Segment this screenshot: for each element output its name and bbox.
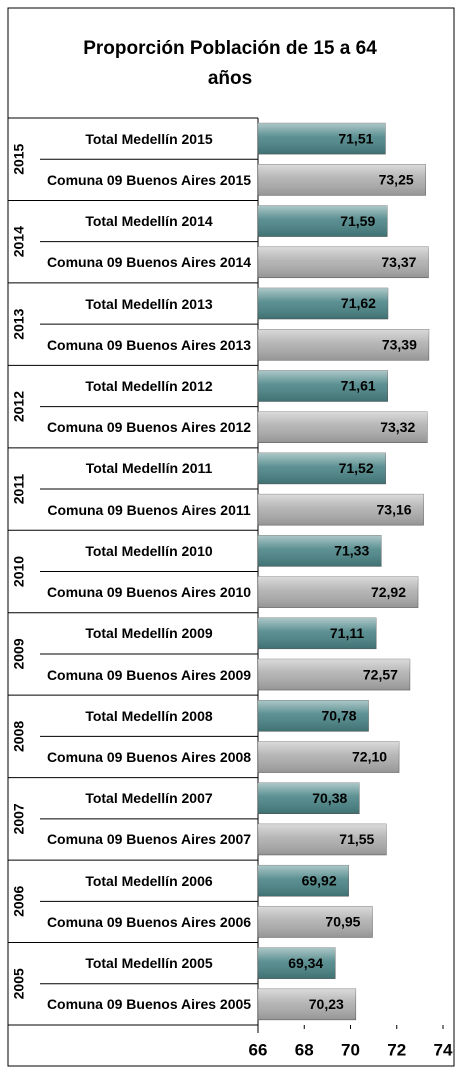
y-tick-label: Comuna 09 Buenos Aires 2006 bbox=[46, 913, 252, 930]
value-label: 71,33 bbox=[334, 543, 369, 559]
x-tick-label: 72 bbox=[387, 1040, 406, 1059]
bar-shine bbox=[258, 288, 388, 320]
group-label: 2011 bbox=[11, 474, 27, 505]
x-tick-label: 70 bbox=[341, 1040, 360, 1059]
y-tick-label: Comuna 09 Buenos Aires 2005 bbox=[46, 996, 252, 1013]
y-tick-label: Total Medellín 2009 bbox=[85, 625, 213, 642]
bar-shine bbox=[258, 741, 400, 773]
y-tick-label: Total Medellín 2013 bbox=[85, 295, 213, 312]
y-tick-label: Comuna 09 Buenos Aires 2007 bbox=[46, 831, 252, 848]
value-label: 69,92 bbox=[302, 872, 337, 888]
value-label: 73,39 bbox=[382, 336, 417, 352]
bar-shine bbox=[258, 535, 382, 567]
y-tick-label: Comuna 09 Buenos Aires 2013 bbox=[46, 336, 252, 353]
bar-shine bbox=[258, 452, 386, 484]
y-tick-label: Comuna 09 Buenos Aires 2014 bbox=[46, 254, 252, 271]
bar-shine bbox=[258, 370, 388, 402]
group-label: 2014 bbox=[11, 226, 27, 257]
bar-shine bbox=[258, 700, 369, 732]
value-label: 71,62 bbox=[341, 295, 376, 311]
y-tick-label: Total Medellín 2014 bbox=[85, 213, 213, 230]
bar-shine bbox=[258, 823, 387, 855]
chart-border bbox=[7, 7, 455, 1067]
value-label: 71,51 bbox=[338, 130, 373, 146]
bar-shine bbox=[258, 906, 373, 938]
bar-shine bbox=[258, 411, 428, 443]
y-tick-label: Comuna 09 Buenos Aires 2012 bbox=[46, 419, 252, 436]
bar-shine bbox=[258, 205, 388, 237]
y-tick-label: Comuna 09 Buenos Aires 2015 bbox=[46, 171, 252, 188]
chart-title: Proporción Población de 15 a 64 años bbox=[83, 38, 377, 89]
bar-shine bbox=[258, 617, 377, 649]
value-label: 71,55 bbox=[339, 831, 374, 847]
y-tick-label: Comuna 09 Buenos Aires 2008 bbox=[46, 749, 252, 766]
value-label: 73,16 bbox=[377, 501, 412, 517]
bar-shine bbox=[258, 164, 426, 196]
bar-shine bbox=[258, 865, 349, 897]
value-label: 72,92 bbox=[371, 584, 406, 600]
bar-shine bbox=[258, 782, 360, 814]
group-label: 2005 bbox=[11, 968, 27, 999]
y-tick-label: Total Medellín 2011 bbox=[85, 460, 213, 477]
y-tick-label: Total Medellín 2015 bbox=[85, 130, 213, 147]
group-label: 2010 bbox=[11, 556, 27, 587]
bar-shine bbox=[258, 246, 429, 278]
value-label: 71,52 bbox=[339, 460, 374, 476]
value-label: 70,95 bbox=[325, 914, 360, 930]
bar-shine bbox=[258, 659, 410, 691]
x-tick-label: 74 bbox=[434, 1040, 453, 1059]
bar-shine bbox=[258, 494, 424, 526]
group-label: 2008 bbox=[11, 721, 27, 752]
value-label: 70,23 bbox=[309, 996, 344, 1012]
value-label: 69,34 bbox=[288, 955, 323, 971]
value-label: 73,32 bbox=[380, 419, 415, 435]
bar-shine bbox=[258, 123, 386, 155]
group-label: 2007 bbox=[11, 803, 27, 834]
value-label: 71,61 bbox=[341, 378, 376, 394]
y-tick-label: Total Medellín 2007 bbox=[85, 790, 213, 807]
bar-shine bbox=[258, 329, 429, 361]
y-tick-label: Comuna 09 Buenos Aires 2011 bbox=[47, 501, 251, 518]
bar-shine bbox=[258, 988, 356, 1020]
value-label: 72,57 bbox=[363, 666, 398, 682]
y-tick-label: Comuna 09 Buenos Aires 2010 bbox=[46, 584, 252, 601]
bar-shine bbox=[258, 576, 419, 608]
value-label: 73,37 bbox=[381, 254, 416, 270]
group-label: 2009 bbox=[11, 638, 27, 669]
x-tick-label: 66 bbox=[249, 1040, 268, 1059]
y-tick-label: Total Medellín 2006 bbox=[85, 872, 213, 889]
y-tick-label: Comuna 09 Buenos Aires 2009 bbox=[46, 666, 252, 683]
x-tick-label: 68 bbox=[295, 1040, 314, 1059]
group-label: 2013 bbox=[11, 308, 27, 339]
value-label: 70,38 bbox=[312, 790, 347, 806]
value-label: 72,10 bbox=[352, 749, 387, 765]
value-label: 70,78 bbox=[321, 707, 356, 723]
y-tick-label: Total Medellín 2012 bbox=[85, 377, 213, 394]
y-tick-label: Total Medellín 2005 bbox=[85, 955, 213, 972]
group-label: 2015 bbox=[11, 143, 27, 174]
value-label: 71,59 bbox=[340, 213, 375, 229]
group-label: 2006 bbox=[11, 886, 27, 917]
group-label: 2012 bbox=[11, 391, 27, 422]
value-label: 71,11 bbox=[330, 625, 364, 641]
value-label: 73,25 bbox=[379, 172, 414, 188]
bar-shine bbox=[258, 947, 336, 979]
y-tick-label: Total Medellín 2010 bbox=[85, 542, 213, 559]
y-tick-label: Total Medellín 2008 bbox=[85, 707, 213, 724]
